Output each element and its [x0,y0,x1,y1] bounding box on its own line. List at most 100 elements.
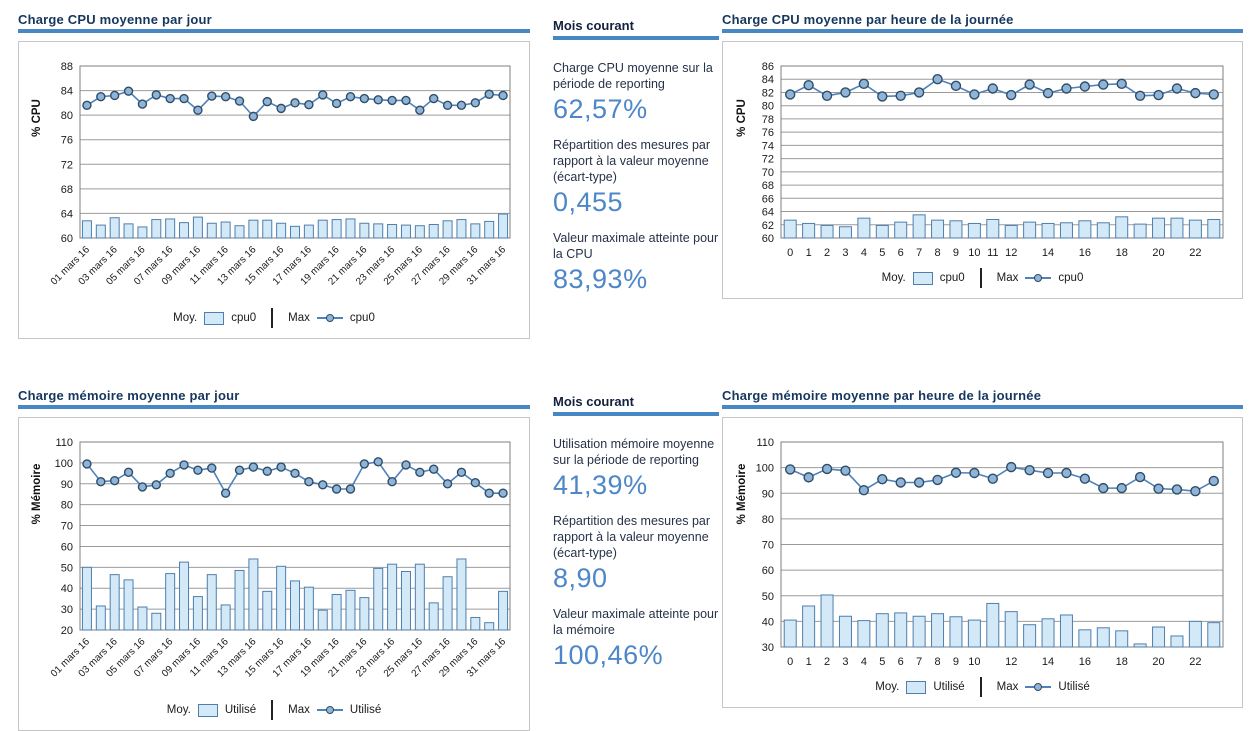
legend-mem-daily: Moy. Utilisé Max Utilisé [167,700,381,724]
x-tick-label: 8 [934,247,940,259]
panel-cpu-stats: Mois courant Charge CPU moyenne sur la p… [553,18,719,307]
moy-bar [1169,635,1183,648]
max-point [1079,81,1090,92]
legend-moy-series: Utilisé [933,681,965,693]
moy-bar [875,224,889,239]
moy-bar [137,226,148,239]
moy-bar [400,571,411,631]
max-point [498,90,508,101]
moy-bar [1114,216,1128,239]
stat-label-cpu-stddev: Répartition des mesures par rapport à la… [553,138,711,184]
moy-bar [948,616,962,648]
chart-title-cpu-daily: Charge CPU moyenne par jour [18,12,212,27]
moy-bar [373,223,384,239]
moy-bar [470,616,481,631]
max-point [839,465,851,476]
max-point [345,92,356,102]
moy-bar [123,223,134,239]
moy-bar [345,218,356,239]
y-tick-label: 64 [761,207,773,219]
y-tick-label: 60 [761,233,773,245]
max-point [858,484,869,496]
max-point [262,466,272,476]
max-point [109,90,120,101]
chart-box-cpu-daily: 60 64 68 72 76 80 84 88% CPU 01 mars 16 03 mars 1… [18,41,530,339]
max-line-icon [1025,274,1052,282]
moy-bar [875,613,889,648]
max-point [1116,482,1127,494]
x-tick-label: 1 [805,656,811,668]
moy-bar [985,602,999,648]
max-point [484,89,494,99]
max-point [165,468,175,479]
max-point [931,74,943,85]
stat-value-mem-mean: 41,39% [553,470,648,500]
y-tick-label: 30 [61,604,73,616]
moy-bar [317,219,328,239]
y-tick-label: 80 [761,514,773,526]
max-point [429,464,439,474]
y-tick-label: 68 [761,180,773,192]
moy-bar [387,223,398,239]
y-tick-label: 40 [61,583,73,595]
max-point [913,87,924,98]
max-point [484,488,494,498]
chart-box-mem-hourly: 30 40 50 60 70 80 90 100 110% Mémoire 0 1 2 3 4 5 6 7 8 9 1… [722,417,1243,708]
max-point [151,90,161,100]
moy-bar [179,222,190,239]
max-point [456,467,467,477]
moy-bar [498,213,509,239]
y-axis-label: % CPU [736,99,748,137]
moy-bar [856,620,870,648]
max-point [123,467,134,477]
y-tick-label: 70 [761,167,773,179]
max-point [331,98,342,109]
x-tick-label: 16 [1078,656,1090,668]
x-tick-label: 14 [1041,247,1053,259]
y-tick-label: 84 [61,86,73,98]
max-point [784,464,795,475]
moy-bar [220,221,231,239]
max-point [359,459,370,469]
max-point [1116,78,1127,90]
moy-bar [248,558,259,631]
y-tick-label: 74 [761,140,773,152]
title-rule [722,29,1243,33]
max-point [248,111,259,122]
y-axis-label: % Mémoire [31,464,43,525]
moy-bar [290,225,300,239]
chart-title-mem-hourly: Charge mémoire moyenne par heure de la j… [722,388,1042,403]
moy-bar [456,558,467,631]
moy-bar [1096,627,1110,648]
moy-bar [1077,220,1091,239]
max-point [82,100,92,111]
moy-bar [331,219,342,239]
moy-bar [234,569,245,631]
max-point [331,484,342,494]
max-line-icon [1025,683,1052,691]
moy-bar [856,217,870,239]
moy-bar [1059,222,1073,239]
legend-divider [271,700,274,720]
moy-bar [1004,224,1018,239]
moy-bar [1206,218,1220,239]
moy-bar [276,222,287,239]
moy-bar [428,602,439,631]
moy-bar [400,224,411,239]
stat-value-cpu-mean: 62,57% [553,94,648,124]
legend-divider [271,308,274,328]
max-point [1189,87,1201,99]
max-point [442,479,453,489]
legend-moy-series: cpu0 [231,312,257,324]
stats-header-mem: Mois courant [553,394,634,409]
max-point [151,480,161,490]
moy-bar [1151,626,1165,648]
panel-cpu-daily: Charge CPU moyenne par jour 60 64 68 72 76 80… [18,12,530,339]
moy-bar [1022,221,1036,239]
stats-rule [553,36,719,40]
max-point [802,79,814,91]
moy-bar [276,565,287,631]
moy-bar [151,612,162,631]
